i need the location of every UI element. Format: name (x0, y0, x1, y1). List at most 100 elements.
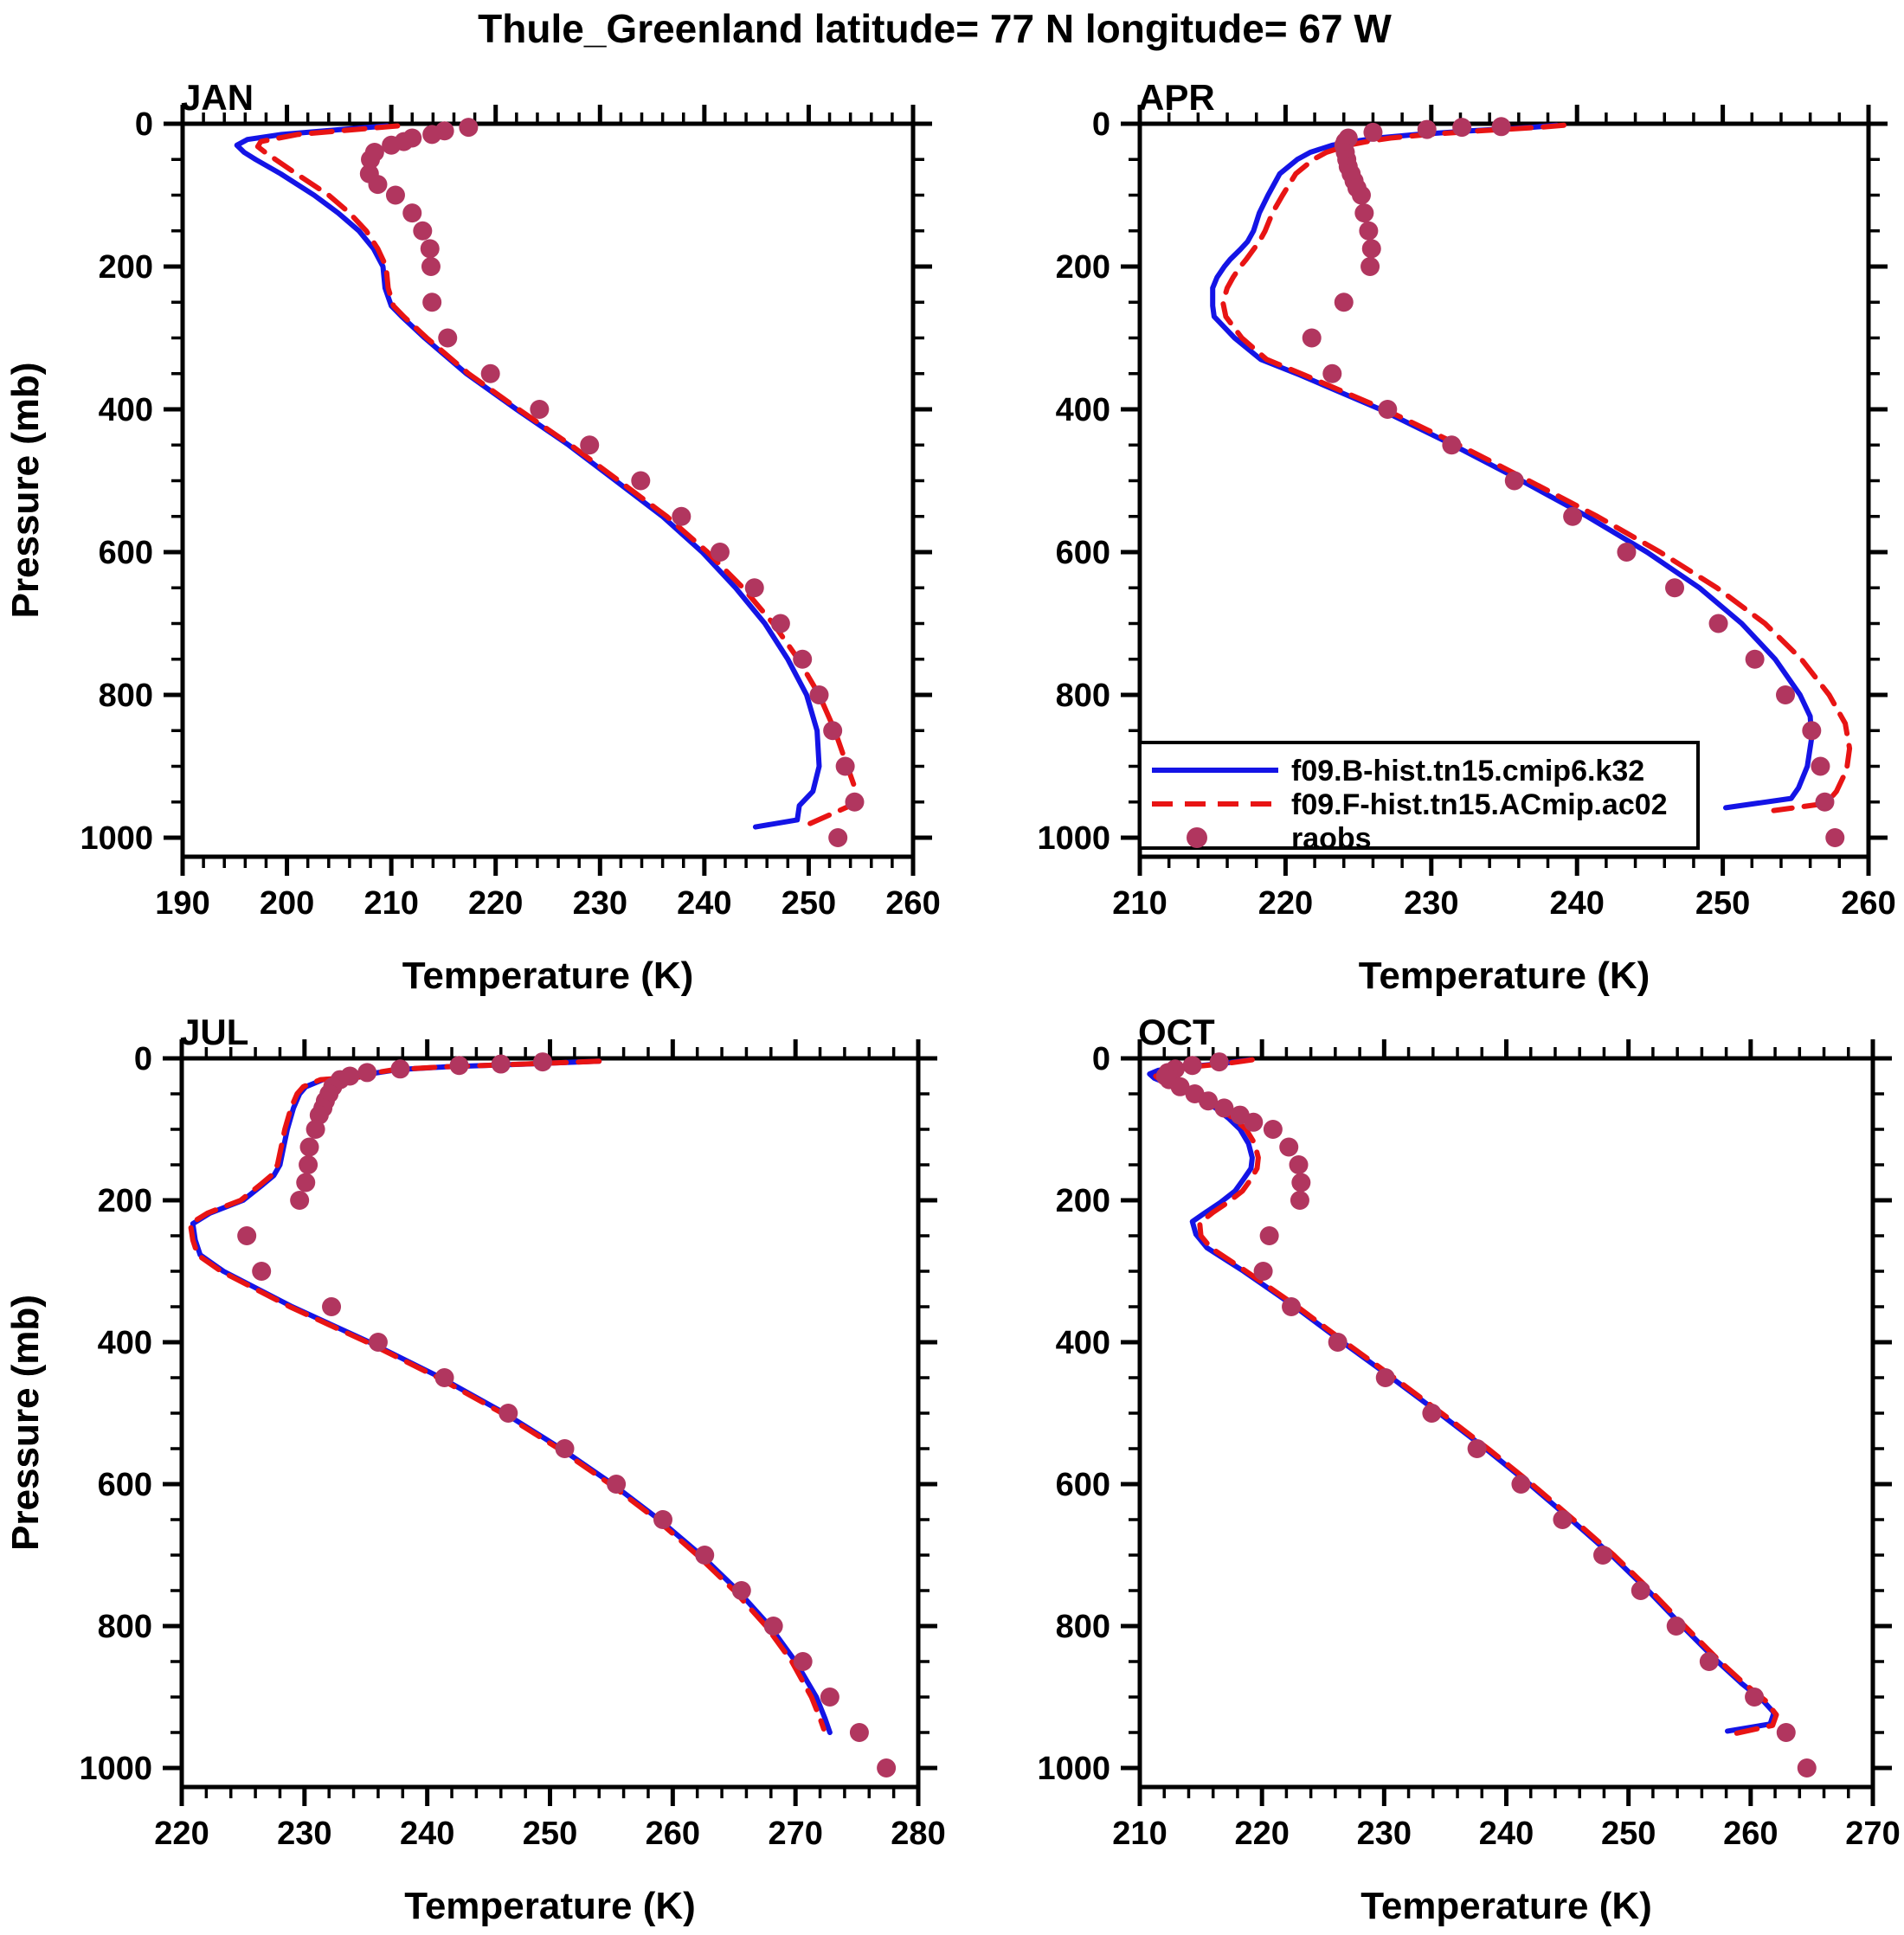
raobs-dot-apr (1378, 400, 1398, 419)
series-model-f-oct (1153, 1057, 1779, 1737)
raobs-dot-oct (1214, 1098, 1234, 1118)
raobs-dot-oct (1253, 1262, 1273, 1281)
raobs-dot-jul (793, 1652, 813, 1671)
series-model-f-jul (187, 1058, 827, 1732)
raobs-dot-apr (1417, 119, 1437, 139)
raobs-dot-jul (820, 1688, 839, 1707)
raobs-dot-jan (480, 363, 500, 383)
raobs-dot-jan (413, 221, 433, 241)
raobs-dot-oct (1263, 1120, 1283, 1139)
raobs-dot-jan (823, 721, 843, 741)
y-tick-label: 1000 (79, 1751, 152, 1787)
y-tick-label: 0 (134, 1041, 152, 1077)
raobs-dot-oct (1467, 1439, 1487, 1458)
raobs-dot-jul (252, 1262, 272, 1281)
raobs-dot-oct (1259, 1226, 1279, 1245)
x-tick-label: 250 (1695, 885, 1750, 922)
raobs-dot-apr (1776, 685, 1796, 704)
raobs-dot-apr (1815, 792, 1835, 812)
raobs-dot-apr (1617, 543, 1637, 562)
raobs-dot-jan (793, 649, 813, 669)
y-tick-label: 600 (99, 535, 153, 571)
x-tick-label: 210 (1112, 885, 1167, 922)
x-tick-label: 230 (1357, 1816, 1412, 1852)
raobs-dot-apr (1302, 328, 1322, 348)
raobs-dot-jan (438, 328, 458, 348)
raobs-dot-apr (1504, 471, 1524, 491)
y-tick-label: 800 (1056, 1609, 1110, 1645)
x-tick-label: 260 (1723, 1816, 1778, 1852)
y-tick-label: 400 (1056, 392, 1110, 428)
raobs-dot-jul (390, 1059, 410, 1079)
series-model-b-jan (234, 123, 822, 830)
legend-label: f09.F-hist.tn15.ACmip.ac02 (1291, 788, 1668, 821)
raobs-dot-jan (459, 118, 479, 138)
x-tick-label: 220 (1258, 885, 1313, 922)
legend-box (1138, 741, 1700, 850)
x-tick-label: 230 (1404, 885, 1458, 922)
raobs-dot-jan (422, 125, 442, 145)
x-tick-label: 270 (768, 1816, 822, 1852)
raobs-dot-apr (1351, 185, 1371, 205)
raobs-dot-apr (1825, 828, 1845, 847)
raobs-dot-oct (1199, 1091, 1219, 1111)
y-tick-label: 200 (98, 1183, 152, 1219)
raobs-dot-oct (1209, 1052, 1229, 1072)
x-tick-label: 240 (400, 1816, 454, 1852)
raobs-dot-jan (770, 614, 790, 633)
y-tick-label: 1000 (80, 820, 153, 857)
x-tick-label: 220 (468, 885, 523, 922)
raobs-dot-oct (1745, 1688, 1765, 1707)
raobs-dot-jan (672, 506, 691, 526)
raobs-dot-oct (1666, 1617, 1686, 1636)
raobs-dot-apr (1322, 363, 1342, 383)
x-tick-label: 220 (154, 1816, 209, 1852)
y-tick-label: 0 (135, 106, 153, 143)
x-axis-label-oct: Temperature (K) (1360, 1885, 1652, 1927)
raobs-dot-jul (299, 1155, 318, 1174)
raobs-dot-oct (1593, 1546, 1613, 1565)
figure-title: Thule_Greenland latitude= 77 N longitude… (478, 6, 1392, 51)
raobs-dot-jul (491, 1054, 511, 1074)
raobs-dot-jul (555, 1439, 575, 1458)
raobs-dot-apr (1491, 117, 1511, 137)
x-tick-label: 230 (277, 1816, 331, 1852)
raobs-dot-jan (828, 828, 848, 847)
raobs-dot-oct (1776, 1723, 1796, 1742)
x-tick-label: 260 (646, 1816, 700, 1852)
y-axis-label-right-column: Pressure (mb) (4, 1295, 47, 1551)
raobs-dot-jul (877, 1758, 897, 1778)
raobs-dot-jul (849, 1723, 869, 1742)
raobs-dot-oct (1699, 1652, 1719, 1671)
raobs-dot-apr (1360, 257, 1380, 276)
raobs-dot-apr (1708, 614, 1728, 633)
raobs-dot-jul (499, 1404, 518, 1423)
raobs-dot-jul (368, 1333, 388, 1352)
raobs-dot-oct (1375, 1368, 1395, 1387)
x-tick-label: 240 (677, 885, 731, 922)
raobs-dot-jul (237, 1226, 257, 1245)
raobs-dot-jul (653, 1510, 672, 1529)
x-tick-label: 270 (1845, 1816, 1900, 1852)
raobs-dot-oct (1797, 1758, 1817, 1778)
panel-title-jul: JUL (180, 1012, 248, 1052)
raobs-dot-apr (1452, 118, 1472, 138)
series-model-b-apr (1210, 122, 1815, 811)
raobs-dot-apr (1442, 435, 1462, 455)
raobs-dot-jul (299, 1137, 319, 1157)
x-tick-label: 240 (1549, 885, 1604, 922)
raobs-dot-jan (631, 471, 651, 491)
raobs-dot-jul (290, 1191, 310, 1210)
legend-dot (1187, 827, 1207, 848)
x-tick-label: 200 (260, 885, 314, 922)
series-model-f-jan (254, 123, 857, 830)
y-tick-label: 200 (1056, 1183, 1110, 1219)
y-tick-label: 400 (99, 392, 153, 428)
y-tick-label: 0 (1092, 1041, 1110, 1077)
y-tick-label: 600 (98, 1467, 152, 1503)
panel-title-oct: OCT (1138, 1012, 1215, 1052)
raobs-dot-jul (731, 1581, 751, 1600)
raobs-dot-oct (1511, 1475, 1531, 1494)
y-tick-label: 1000 (1037, 820, 1110, 857)
